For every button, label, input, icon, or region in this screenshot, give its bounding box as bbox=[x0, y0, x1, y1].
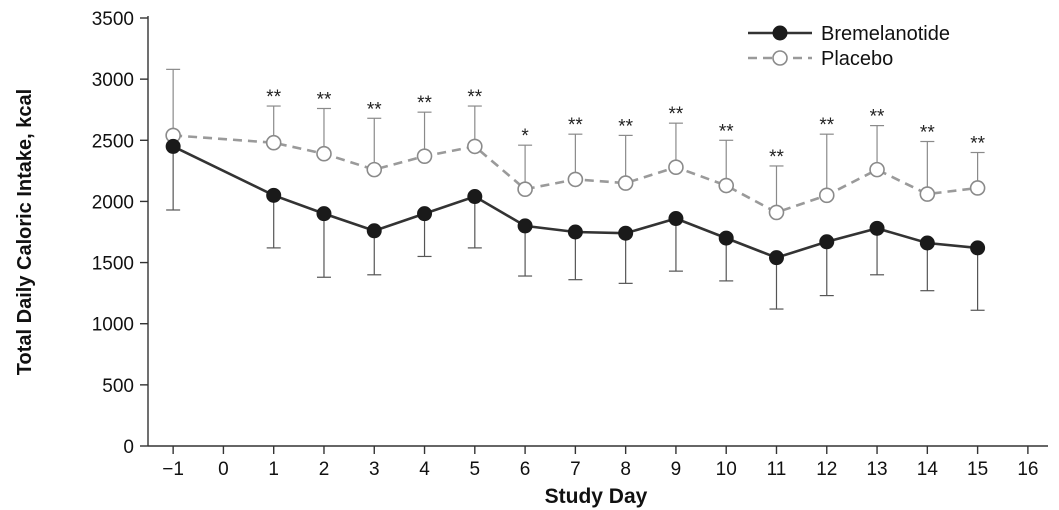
bremelanotide-point bbox=[819, 234, 835, 250]
markers bbox=[165, 127, 986, 266]
legend-label-placebo: Placebo bbox=[821, 48, 893, 70]
significance-label: ** bbox=[266, 87, 281, 108]
legend-marker-bremelanotide bbox=[772, 25, 788, 41]
x-tick-label: 9 bbox=[671, 459, 682, 480]
placebo-point bbox=[869, 161, 885, 178]
bremelanotide-point bbox=[768, 250, 784, 266]
y-tick-label: 0 bbox=[123, 437, 134, 458]
placebo-point bbox=[366, 161, 383, 178]
x-tick-label: 3 bbox=[369, 459, 380, 480]
bremelanotide-point bbox=[517, 218, 533, 234]
bremelanotide-point bbox=[417, 206, 433, 222]
series-lines bbox=[172, 134, 978, 260]
legend-marker-placebo bbox=[772, 50, 788, 66]
bremelanotide-point bbox=[316, 206, 332, 222]
significance-label: ** bbox=[669, 104, 684, 125]
x-axis: −1 0 1 2 3 4 5 6 7 8 9 10 11 12 13 14 15 16 bbox=[148, 445, 1048, 480]
bremelanotide-point bbox=[718, 230, 734, 246]
placebo-point bbox=[818, 187, 835, 204]
placebo-point bbox=[517, 181, 533, 197]
y-tick-label: 2500 bbox=[92, 131, 134, 152]
significance-label: ** bbox=[920, 123, 935, 144]
y-tick-label: 3500 bbox=[92, 9, 134, 30]
x-tick-label: 7 bbox=[570, 459, 581, 480]
placebo-point bbox=[718, 177, 735, 194]
y-tick-label: 1000 bbox=[92, 315, 134, 336]
x-tick-label: 2 bbox=[319, 459, 330, 480]
y-tick-label: 3000 bbox=[92, 70, 134, 91]
x-tick-label: 10 bbox=[716, 459, 737, 480]
x-tick-label: −1 bbox=[162, 459, 184, 480]
bremelanotide-line bbox=[172, 145, 978, 260]
placebo-point bbox=[316, 145, 332, 162]
placebo-line bbox=[173, 134, 978, 214]
bremelanotide-point bbox=[618, 225, 634, 241]
legend-label-bremelanotide: Bremelanotide bbox=[821, 23, 950, 45]
significance-label: ** bbox=[719, 121, 734, 142]
x-tick-label: 15 bbox=[967, 459, 988, 480]
bremelanotide-point bbox=[869, 220, 885, 236]
bremelanotide-point bbox=[919, 235, 935, 251]
significance-label: ** bbox=[870, 107, 885, 128]
placebo-point bbox=[265, 134, 282, 151]
significance-label: ** bbox=[618, 116, 633, 137]
x-tick-label: 0 bbox=[218, 459, 229, 480]
y-tick-label: 2000 bbox=[92, 192, 134, 213]
x-tick-label: 6 bbox=[520, 459, 531, 480]
significance-label: ** bbox=[970, 134, 985, 155]
x-tick-label: 14 bbox=[917, 459, 939, 480]
y-tick-label: 1500 bbox=[92, 254, 134, 275]
significance-label: ** bbox=[367, 99, 382, 120]
x-tick-label: 4 bbox=[419, 459, 430, 480]
legend: Bremelanotide Placebo bbox=[748, 23, 950, 70]
bremelanotide-point bbox=[266, 187, 282, 203]
bremelanotide-point bbox=[668, 211, 684, 227]
bremelanotide-point bbox=[366, 223, 382, 239]
placebo-point bbox=[567, 171, 584, 188]
x-tick-label: 13 bbox=[866, 459, 887, 480]
significance-label: ** bbox=[568, 115, 583, 136]
significance-label: ** bbox=[467, 87, 482, 108]
x-axis-title: Study Day bbox=[545, 485, 648, 508]
significance-label: ** bbox=[769, 147, 784, 168]
y-tick-label: 500 bbox=[102, 376, 134, 397]
y-axis: 0 500 1000 1500 2000 2500 3000 3500 bbox=[92, 9, 149, 458]
bremelanotide-point bbox=[970, 240, 986, 256]
x-tick-label: 8 bbox=[620, 459, 631, 480]
x-tick-label: 11 bbox=[767, 459, 787, 480]
y-axis-title: Total Daily Caloric Intake, kcal bbox=[14, 89, 36, 375]
placebo-point bbox=[919, 186, 936, 202]
placebo-point bbox=[617, 175, 634, 191]
x-tick-label: 1 bbox=[268, 459, 279, 480]
placebo-point bbox=[668, 159, 684, 175]
placebo-point bbox=[768, 204, 785, 221]
error-bars bbox=[166, 68, 985, 311]
x-tick-label: 12 bbox=[816, 459, 837, 480]
bremelanotide-point bbox=[567, 224, 583, 240]
significance-label: ** bbox=[819, 115, 834, 136]
significance-label: * bbox=[521, 126, 529, 147]
placebo-point bbox=[969, 180, 986, 196]
x-tick-label: 16 bbox=[1017, 459, 1038, 480]
placebo-point bbox=[467, 138, 483, 155]
bremelanotide-point bbox=[165, 138, 181, 154]
x-tick-label: 5 bbox=[470, 459, 481, 480]
placebo-point bbox=[416, 148, 433, 164]
bremelanotide-point bbox=[467, 189, 483, 205]
significance-labels: ** ** ** ** ***** ********** ****** bbox=[266, 87, 985, 168]
significance-label: ** bbox=[417, 93, 432, 114]
significance-label: ** bbox=[317, 89, 332, 110]
